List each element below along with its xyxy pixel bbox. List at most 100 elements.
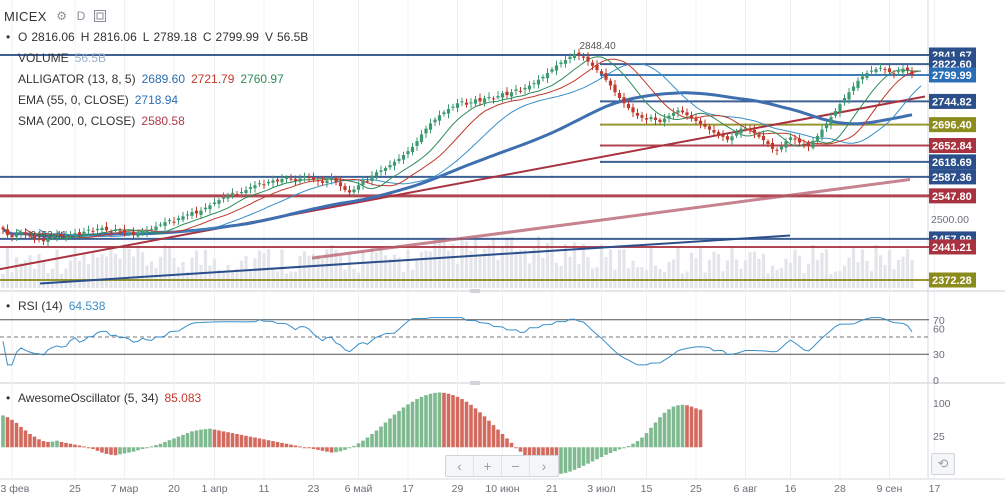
candle-body <box>689 115 694 119</box>
ao-bar <box>419 396 424 448</box>
candle-body <box>487 97 491 99</box>
compare-icon[interactable] <box>93 9 107 23</box>
candle-body <box>784 141 788 148</box>
candle-body <box>626 103 631 109</box>
candle-body <box>572 53 577 58</box>
ao-bar <box>19 426 23 448</box>
ao-bar <box>203 429 208 448</box>
volume-bar <box>392 254 397 288</box>
ao-bar <box>154 445 158 448</box>
volume-bar <box>698 247 703 288</box>
candle-body <box>392 161 397 166</box>
volume-bar <box>667 262 671 288</box>
candle-body <box>761 135 766 141</box>
ao-bar <box>496 429 500 448</box>
candle-body <box>23 232 28 235</box>
volume-bar <box>568 256 572 288</box>
ao-bar <box>334 447 338 453</box>
volume-bar <box>694 258 698 288</box>
candle-body <box>113 229 118 231</box>
study-row-alligator[interactable]: ALLIGATOR (13, 8, 5) 2689.60 2721.79 276… <box>6 69 314 90</box>
study-row-sma[interactable]: SMA (200, 0, CLOSE) 2580.58 <box>6 111 314 132</box>
study-value: 2580.58 <box>141 114 185 128</box>
low-value: 2789.18 <box>153 30 197 44</box>
scroll-right-button[interactable]: › <box>541 458 547 474</box>
ao-legend[interactable]: • AwesomeOscillator (5, 34) 85.083 <box>6 391 201 405</box>
candle-body <box>37 238 41 240</box>
candle-body <box>82 231 86 237</box>
candle-body <box>203 207 208 210</box>
candle-body <box>527 85 532 90</box>
time-tick-label: 7 мар <box>111 483 139 495</box>
volume-bar <box>892 269 896 288</box>
ao-bar <box>293 445 298 448</box>
scroll-left-button[interactable]: ‹ <box>446 456 474 476</box>
open-value: 2816.06 <box>31 30 75 44</box>
volume-bar <box>428 251 433 288</box>
volume-bar <box>901 256 905 288</box>
candle-body <box>158 224 163 226</box>
symbol-label[interactable]: MICEX <box>4 8 47 24</box>
candle-body <box>811 142 815 148</box>
candle-body <box>568 56 572 59</box>
candle-body <box>190 212 194 216</box>
interval-button[interactable]: D <box>76 9 86 23</box>
ao-bar <box>253 437 257 448</box>
volume-bar <box>104 256 109 288</box>
zoom-in-button[interactable]: + <box>474 456 502 476</box>
candle-body <box>212 202 217 205</box>
candle-body <box>464 102 469 105</box>
candle-body <box>541 76 545 79</box>
volume-bar <box>910 259 914 288</box>
ao-bar <box>280 442 284 448</box>
candle-body <box>523 87 527 90</box>
candle-body <box>91 230 95 232</box>
study-row-ema[interactable]: EMA (55, 0, CLOSE) 2718.94 <box>6 90 314 111</box>
volume-bar <box>725 260 730 288</box>
volume-bar <box>379 246 383 288</box>
candle-body <box>311 177 316 180</box>
ao-bar <box>289 444 293 448</box>
candle-body <box>95 228 100 231</box>
volume-bar <box>136 244 140 288</box>
study-name: VOLUME <box>18 51 69 65</box>
ao-bar <box>208 428 212 448</box>
candle-body <box>194 210 199 214</box>
ao-bar <box>23 430 28 448</box>
volume-bar <box>608 249 613 288</box>
candle-body <box>316 180 320 182</box>
candle-body <box>743 127 748 129</box>
candle-body <box>532 83 536 85</box>
candle-body <box>460 101 464 103</box>
ao-bar <box>181 434 185 448</box>
candle-body <box>451 106 455 108</box>
volume-bar <box>842 265 847 288</box>
volume-bar <box>811 244 815 288</box>
study-row-volume[interactable]: VOLUME 56.5B <box>6 48 314 69</box>
volume-bar <box>302 251 307 288</box>
time-tick-label: 20 <box>168 483 180 495</box>
volume-bar <box>554 262 559 288</box>
volume-bar <box>320 259 325 288</box>
candle-body <box>86 229 91 231</box>
volume-bar <box>586 256 590 288</box>
ao-bar <box>356 443 361 448</box>
volume-bar <box>55 249 59 288</box>
zoom-out-button[interactable]: − <box>502 456 530 476</box>
reset-chart-button[interactable]: ⟲ <box>931 453 955 475</box>
candle-body <box>374 172 379 177</box>
ao-bar <box>185 433 190 448</box>
rsi-legend[interactable]: • RSI (14) 64.538 <box>6 299 105 313</box>
candle-body <box>833 110 838 116</box>
volume-bar <box>478 255 482 288</box>
ao-bar <box>644 433 649 448</box>
price-label-box <box>929 272 976 288</box>
candle-body <box>766 141 770 145</box>
candle-body <box>253 185 257 189</box>
gear-icon[interactable]: ⚙ <box>56 9 68 23</box>
ao-bar <box>649 427 653 448</box>
volume-bar <box>446 250 451 288</box>
candle-body <box>235 194 239 196</box>
alligator-jaw-line <box>38 62 922 238</box>
